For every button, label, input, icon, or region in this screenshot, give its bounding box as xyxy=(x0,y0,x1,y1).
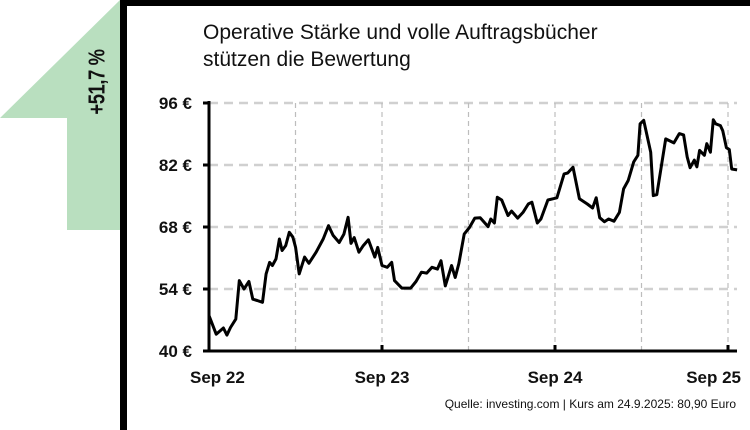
growth-arrow xyxy=(0,0,120,230)
title-line-1: Operative Stärke und volle Auftragsbüche… xyxy=(203,21,598,44)
line-chart: 96 € 82 € 68 € 54 € 40 € Sep 22 Sep 23 Sep 24 Se… xyxy=(159,94,741,387)
chart-title: Operative Stärke und volle Auftragsbüche… xyxy=(203,19,598,73)
source-note: Quelle: investing.com | Kurs am 24.9.202… xyxy=(444,397,736,411)
x-tick-label: Sep 24 xyxy=(528,368,583,387)
x-tick-label: Sep 25 xyxy=(686,368,741,387)
price-line xyxy=(207,118,738,337)
x-tick-label: Sep 22 xyxy=(190,368,245,387)
title-line-2: stützen die Bewertung xyxy=(203,48,411,71)
y-tick-label: 82 € xyxy=(159,156,193,175)
y-tick-label: 96 € xyxy=(159,94,193,113)
y-tick-label: 40 € xyxy=(159,342,193,361)
x-tick-label: Sep 23 xyxy=(355,368,410,387)
chart-frame xyxy=(120,0,750,430)
arrow-shape xyxy=(0,0,120,230)
y-tick-label: 54 € xyxy=(159,280,193,299)
y-tick-label: 68 € xyxy=(159,218,193,237)
